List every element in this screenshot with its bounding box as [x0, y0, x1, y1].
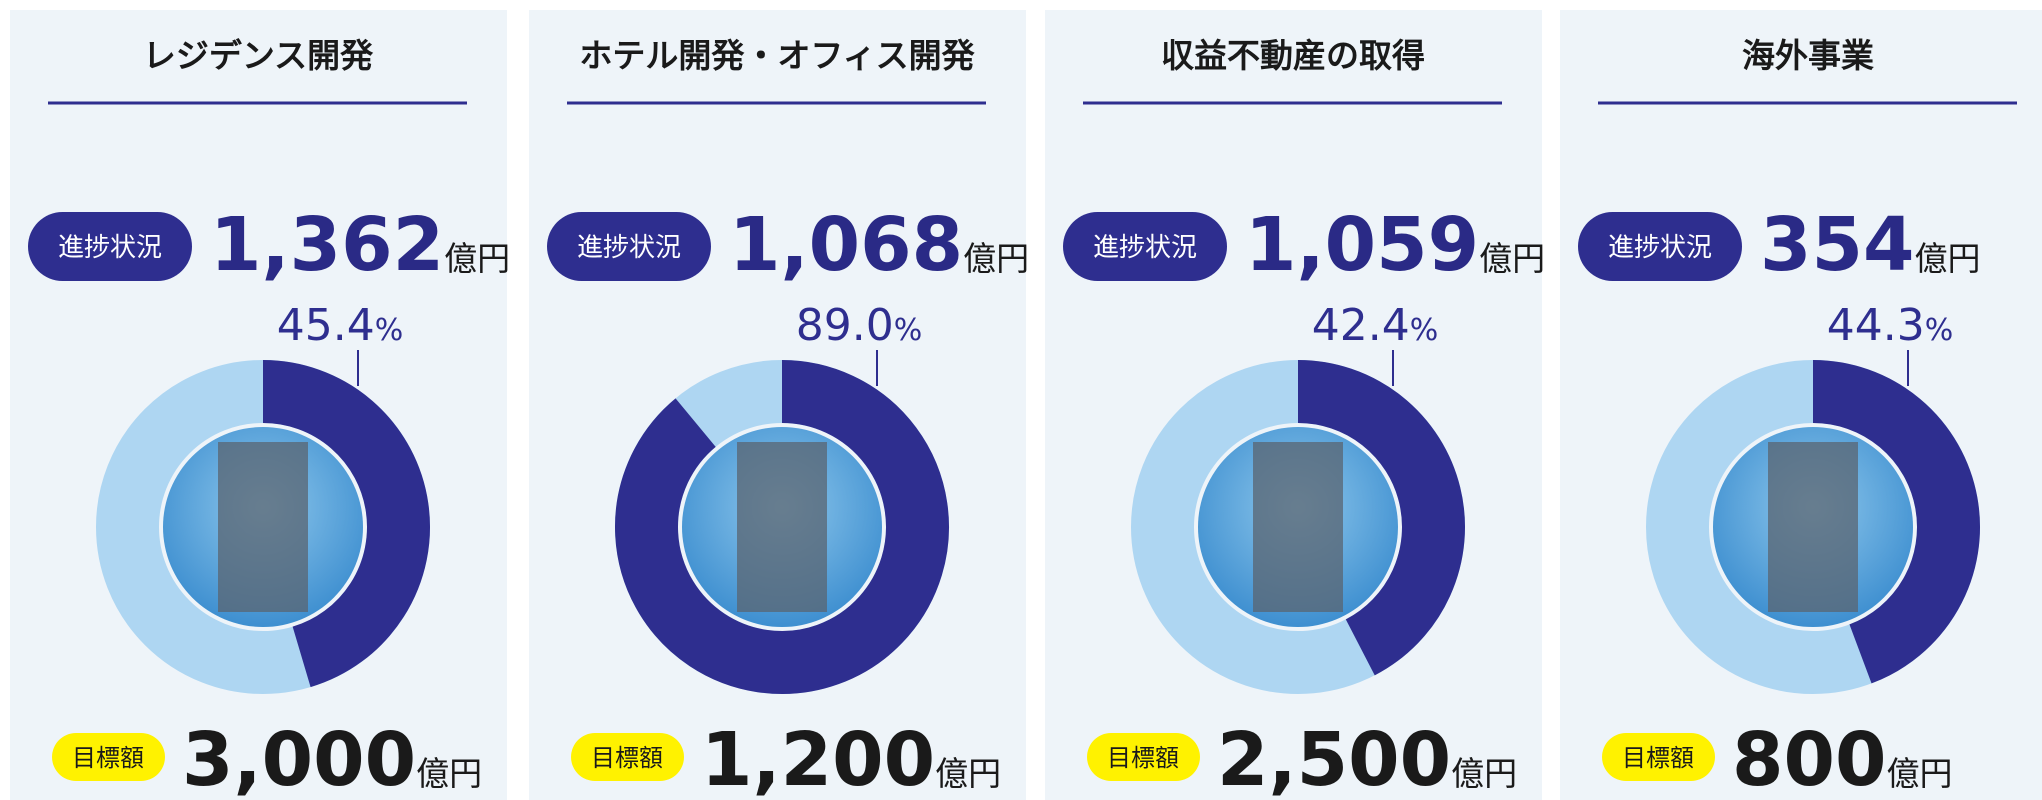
target-value: 1,200 [701, 717, 935, 800]
progress-badge-label: 進捗状況 [577, 233, 681, 263]
target-badge-label: 目標額 [1107, 744, 1179, 772]
target-unit: 億円 [416, 754, 482, 793]
target-badge [1602, 733, 1715, 781]
progress-value: 1,059 [1245, 202, 1479, 288]
progress-value: 1,362 [210, 202, 444, 288]
panel-title: レジデンス開発 [143, 36, 374, 75]
target-value: 2,500 [1217, 717, 1451, 800]
progress-unit: 億円 [1479, 239, 1545, 278]
progress-badge-label: 進捗状況 [1093, 233, 1197, 263]
progress-badge-label: 進捗状況 [58, 233, 162, 263]
target-unit: 億円 [935, 754, 1001, 793]
percent: 42.4% [1312, 300, 1438, 351]
target-badge [571, 733, 684, 781]
percent-unit: % [894, 313, 923, 348]
panel-title: ホテル開発・オフィス開発 [579, 36, 975, 75]
target-value: 3,000 [182, 717, 416, 800]
target-amount: 1,200億円 [701, 717, 1001, 800]
target-unit: 億円 [1451, 754, 1517, 793]
target-amount: 800億円 [1732, 717, 1952, 800]
donut-progress [1297, 360, 1465, 676]
donut-progress [615, 360, 949, 694]
target-badge-label: 目標額 [1622, 744, 1694, 772]
photo-building [737, 442, 827, 612]
percent-value: 44.3 [1827, 300, 1925, 351]
progress-badge [1063, 212, 1227, 281]
percent-value: 45.4 [277, 300, 375, 351]
percent: 89.0% [796, 300, 922, 351]
panel-title: 収益不動産の取得 [1161, 36, 1425, 75]
target-value: 800 [1732, 717, 1886, 800]
percent: 45.4% [277, 300, 403, 351]
progress-unit: 億円 [1914, 239, 1980, 278]
photo-building [218, 442, 308, 612]
photo-building [1253, 442, 1343, 612]
progress-badge [547, 212, 711, 281]
target-badge-label: 目標額 [591, 744, 663, 772]
target-amount: 2,500億円 [1217, 717, 1517, 800]
panel-title: 海外事業 [1742, 36, 1874, 75]
percent-value: 89.0 [796, 300, 894, 351]
progress-value: 1,068 [729, 202, 963, 288]
target-badge [52, 733, 165, 781]
target-badge-label: 目標額 [72, 744, 144, 772]
percent-unit: % [1925, 313, 1954, 348]
percent-unit: % [375, 313, 404, 348]
progress-badge-label: 進捗状況 [1608, 233, 1712, 263]
progress-value: 354 [1760, 202, 1914, 288]
percent: 44.3% [1827, 300, 1953, 351]
progress-amount: 1,362億円 [210, 202, 510, 288]
percent-value: 42.4 [1312, 300, 1410, 351]
target-amount: 3,000億円 [182, 717, 482, 800]
target-badge [1087, 733, 1200, 781]
progress-amount: 1,068億円 [729, 202, 1029, 288]
target-unit: 億円 [1886, 754, 1952, 793]
progress-amount: 1,059億円 [1245, 202, 1545, 288]
donut-progress [1812, 360, 1980, 684]
percent-unit: % [1410, 313, 1439, 348]
progress-amount: 354億円 [1760, 202, 1980, 288]
photo-building [1768, 442, 1858, 612]
progress-badge [1578, 212, 1742, 281]
progress-unit: 億円 [963, 239, 1029, 278]
donut-progress [262, 360, 430, 688]
progress-badge [28, 212, 192, 281]
progress-unit: 億円 [444, 239, 510, 278]
